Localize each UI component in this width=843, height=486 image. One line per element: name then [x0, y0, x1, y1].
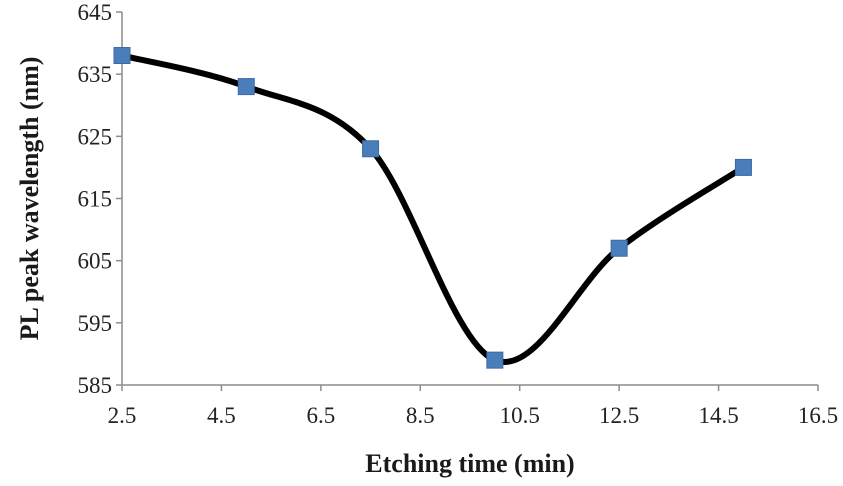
- y-tick-label: 635: [78, 62, 113, 87]
- x-tick-label: 6.5: [306, 403, 335, 428]
- x-tick-label: 12.5: [599, 403, 639, 428]
- y-tick-label: 615: [78, 187, 113, 212]
- ticks-layer: 585 595 605 615 625 635 645 2.5 4.5 6.5 8.5 10.5 12.…: [78, 0, 839, 428]
- data-point-marker: [610, 239, 628, 257]
- x-axis-title: Etching time (min): [365, 449, 574, 478]
- x-tick-label: 2.5: [108, 403, 137, 428]
- y-tick-label: 585: [78, 373, 113, 398]
- data-point-marker: [362, 140, 380, 158]
- x-tick-label: 16.5: [798, 403, 838, 428]
- axes-layer: [121, 12, 818, 386]
- data-point-marker: [237, 78, 255, 96]
- x-tick-label: 14.5: [698, 403, 738, 428]
- x-tick-label: 8.5: [406, 403, 435, 428]
- series-line-layer: [119, 52, 747, 365]
- data-point-marker: [486, 351, 504, 369]
- y-tick-label: 595: [78, 311, 113, 336]
- series-line: [119, 52, 747, 365]
- y-tick-label: 625: [78, 124, 113, 149]
- y-axis-title: PL peak wavelength (nm): [15, 57, 44, 341]
- y-tick-label: 645: [78, 0, 113, 25]
- x-tick-label: 4.5: [207, 403, 236, 428]
- marker-layer: [113, 47, 752, 369]
- data-point-marker: [734, 158, 752, 176]
- x-tick-label: 10.5: [500, 403, 540, 428]
- y-tick-label: 605: [78, 249, 113, 274]
- data-point-marker: [113, 47, 131, 65]
